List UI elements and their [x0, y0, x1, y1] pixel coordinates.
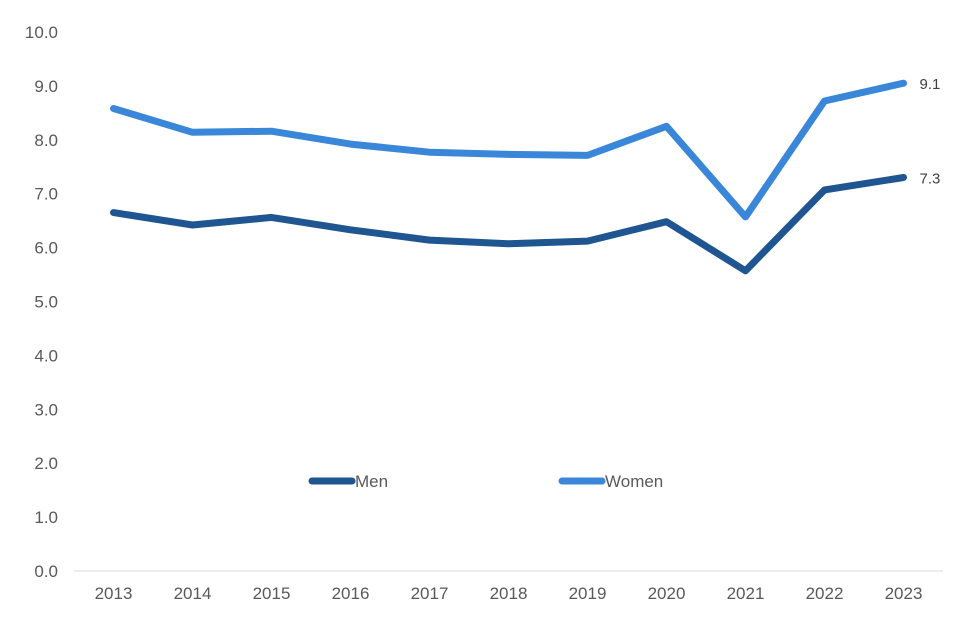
x-axis-tick-labels: 2013 2014 2015 2016 2017 2018 2019 2020 2021 2022… — [95, 584, 923, 603]
y-tick-label: 0.0 — [34, 562, 58, 581]
series-lines — [110, 79, 907, 275]
y-tick-label: 8.0 — [34, 131, 58, 150]
y-tick-label: 7.0 — [34, 185, 58, 204]
x-tick-label: 2016 — [332, 584, 370, 603]
x-tick-label: 2019 — [569, 584, 607, 603]
x-tick-label: 2018 — [490, 584, 528, 603]
y-tick-label: 1.0 — [34, 508, 58, 527]
x-tick-label: 2017 — [411, 584, 449, 603]
y-tick-label: 5.0 — [34, 293, 58, 312]
legend: Men Women — [308, 472, 663, 491]
series-line-men — [110, 174, 907, 275]
data-label-men: 7.3 — [920, 171, 941, 188]
x-tick-label: 2022 — [806, 584, 844, 603]
x-tick-label: 2013 — [95, 584, 133, 603]
y-tick-label: 4.0 — [34, 346, 58, 365]
legend-label-men: Men — [355, 472, 388, 491]
data-label-women: 9.1 — [920, 76, 941, 93]
x-tick-label: 2021 — [727, 584, 765, 603]
y-tick-label: 6.0 — [34, 239, 58, 258]
x-tick-label: 2014 — [174, 584, 212, 603]
y-tick-label: 9.0 — [34, 77, 58, 96]
x-tick-label: 2023 — [885, 584, 923, 603]
data-labels: 7.3 9.1 — [920, 76, 941, 187]
y-tick-label: 2.0 — [34, 454, 58, 473]
y-axis-tick-labels: 0.0 1.0 2.0 3.0 4.0 5.0 6.0 7.0 8.0 9.0 10.0 — [25, 23, 58, 581]
y-tick-label: 3.0 — [34, 400, 58, 419]
legend-label-women: Women — [605, 472, 663, 491]
x-tick-label: 2015 — [253, 584, 291, 603]
series-line-women — [110, 79, 907, 221]
y-tick-label: 10.0 — [25, 23, 58, 42]
x-tick-label: 2020 — [648, 584, 686, 603]
